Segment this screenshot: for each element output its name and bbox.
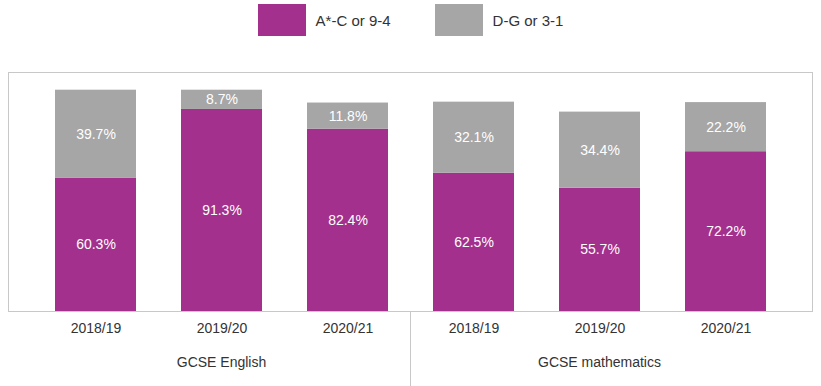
- html-text:A*-C or 9-4: A*-C or 9-4: [315, 11, 391, 29]
- svg-text:32.1%: 32.1%: [454, 129, 494, 145]
- svg-text:60.3%: 60.3%: [76, 236, 116, 252]
- svg-text:GCSE English: GCSE English: [177, 354, 266, 370]
- svg-text:2018/19: 2018/19: [449, 320, 500, 336]
- svg-text:2019/20: 2019/20: [575, 320, 626, 336]
- html-text:D-G or 3-1: D-G or 3-1: [492, 11, 564, 29]
- svg-text:8.7%: 8.7%: [206, 91, 238, 107]
- svg-text:2020/21: 2020/21: [323, 320, 374, 336]
- svg-text:62.5%: 62.5%: [454, 234, 494, 250]
- svg-text:55.7%: 55.7%: [580, 241, 620, 257]
- svg-text:11.8%: 11.8%: [329, 108, 368, 124]
- svg-text:34.4%: 34.4%: [580, 142, 620, 158]
- svg-text:39.7%: 39.7%: [76, 126, 116, 142]
- svg-text:82.4%: 82.4%: [328, 212, 368, 228]
- svg-text:22.2%: 22.2%: [706, 119, 746, 135]
- svg-text:2019/20: 2019/20: [197, 320, 248, 336]
- svg-text:2018/19: 2018/19: [71, 320, 122, 336]
- svg-text:72.2%: 72.2%: [706, 223, 746, 239]
- svg-text:GCSE mathematics: GCSE mathematics: [538, 354, 661, 370]
- svg-text:91.3%: 91.3%: [202, 202, 242, 218]
- svg-text:2020/21: 2020/21: [701, 320, 752, 336]
